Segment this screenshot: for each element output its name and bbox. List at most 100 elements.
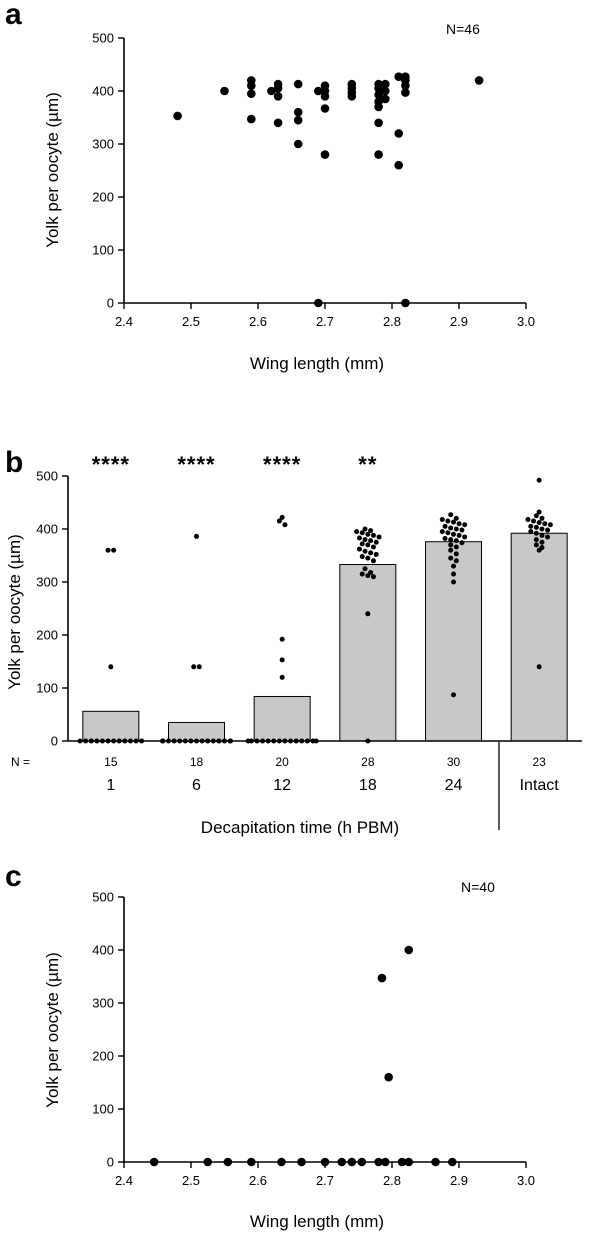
panel-b-data-point <box>462 522 468 528</box>
panel-b-data-point <box>533 524 539 530</box>
panel-b-data-point <box>276 518 282 524</box>
panel-b-data-point <box>279 514 285 520</box>
panel-b-data-point <box>373 551 379 557</box>
panel-a-x-tick-label: 2.4 <box>115 314 133 329</box>
panel-b-category-label: Intact <box>520 777 560 794</box>
panel-c-data-point <box>448 1157 457 1167</box>
panel-c-data-point <box>404 1157 414 1167</box>
panel-a-x-tick-label: 2.6 <box>249 314 267 329</box>
panel-a-data-point <box>401 298 410 308</box>
panel-c-x-tick-label: 3.0 <box>517 1173 535 1188</box>
panel-c-scatter: 0 100 200 300 400 500 2.4 2.5 2.6 2.7 2.8 2.9 3.0 <box>92 890 535 1189</box>
panel-b-data-point <box>279 657 285 663</box>
panel-c-x-tick-label: 2.5 <box>182 1173 200 1188</box>
panel-b-data-point <box>536 477 542 483</box>
panel-b-category-label: 6 <box>192 777 201 794</box>
panel-b-data-point <box>362 526 368 532</box>
panel-c-data-point <box>397 1157 407 1167</box>
panel-a-data-point <box>394 72 404 81</box>
panel-b-data-point <box>453 558 459 564</box>
panel-a-data-point <box>381 86 390 96</box>
panel-b-data-point <box>451 531 456 537</box>
panel-c-x-tick-label: 2.7 <box>316 1173 334 1188</box>
panel-a-data-point <box>474 76 484 85</box>
panel-b-data-point <box>111 547 117 553</box>
panel-c-y-tick-label: 500 <box>92 890 114 905</box>
panel-a-data-point <box>374 102 383 112</box>
panel-b-data-point <box>442 523 448 529</box>
panel-a-x-tick-label: 3.0 <box>517 314 535 329</box>
panel-a-data-point <box>247 81 256 90</box>
panel-b-data-point <box>533 537 539 543</box>
panel-b-data-point <box>279 636 285 642</box>
panel-b-data-point <box>194 533 199 539</box>
panel-a-y-tick-label: 100 <box>92 243 114 258</box>
panel-b-data-point <box>439 529 445 535</box>
panel-b-y-tick-label: 300 <box>36 575 58 590</box>
panel-c-y-tick-label: 0 <box>107 1155 114 1170</box>
panel-a-data-point <box>247 114 256 124</box>
panel-b-data-point <box>451 579 456 585</box>
panel-a-y-tick-label: 500 <box>92 31 114 46</box>
panel-b-x-axis-title: Decapitation time (h PBM) <box>201 818 399 837</box>
panel-c-y-axis-title: Yolk per oocyte (µm) <box>43 952 62 1108</box>
panel-a-data-point <box>273 118 283 128</box>
panel-b-data-point <box>539 532 545 538</box>
panel-b-data-point <box>365 611 371 617</box>
panel-a-data-point <box>374 150 383 159</box>
panel-b-data-point <box>359 554 365 560</box>
panel-a-y-axis-title: Yolk per oocyte (µm) <box>43 92 62 248</box>
panel-a-data-point <box>320 150 330 159</box>
panel-b-n-label: 20 <box>275 755 289 769</box>
panel-c-data-point <box>404 945 414 955</box>
panel-b-data-point <box>376 534 382 540</box>
panel-b-significance-label: **** <box>263 452 301 477</box>
panel-a-y-tick-label: 0 <box>107 296 114 311</box>
panel-b-category-label: 1 <box>106 777 115 794</box>
panel-a-n-annotation: N=46 <box>446 21 480 37</box>
panel-c-data-point <box>381 1157 390 1167</box>
panel-b-data-point <box>448 547 454 553</box>
panel-b-data-point <box>282 522 288 528</box>
panel-a-data-point <box>347 92 357 101</box>
panel-c-n-annotation: N=40 <box>461 879 495 895</box>
panel-b-data-point <box>448 537 454 543</box>
panel-b-data-point <box>536 547 542 553</box>
panel-b-bar <box>168 721 225 742</box>
panel-letter-a: a <box>5 0 22 31</box>
panel-c-data-point <box>347 1157 357 1167</box>
panel-b-data-point <box>545 534 551 540</box>
panel-b-significance-label: **** <box>177 452 215 477</box>
panel-a-y-tick-label: 300 <box>92 137 114 152</box>
panel-c-data-point <box>377 973 387 983</box>
panel-a-data-point <box>293 115 303 125</box>
panel-a-y-tick-label: 400 <box>92 84 114 99</box>
panel-b-data-point <box>368 550 374 556</box>
panel-b-n-prefix: N = <box>11 755 30 769</box>
panel-a-data-point <box>374 90 383 100</box>
panel-b-data-point <box>445 530 451 536</box>
panel-b-data-point <box>528 529 534 535</box>
panel-b-data-point <box>451 563 456 569</box>
panel-a-data-point <box>401 88 410 97</box>
panel-b-data-point <box>373 539 379 545</box>
panel-b-n-label: 15 <box>104 755 118 769</box>
panel-b-data-point <box>191 664 197 670</box>
panel-b-data-point <box>370 544 376 550</box>
panel-a-x-tick-label: 2.7 <box>316 314 334 329</box>
panel-c-data-point <box>320 1157 330 1167</box>
panel-b-category-label: 12 <box>273 777 291 794</box>
panel-b-data-point <box>448 525 454 531</box>
panel-b-data-point <box>539 539 545 545</box>
panel-b-data-point <box>445 518 451 524</box>
panel-c-x-tick-label: 2.6 <box>249 1173 267 1188</box>
panel-b-data-point <box>370 558 376 564</box>
panel-b-significance-label: ** <box>358 452 377 477</box>
panel-b-data-point <box>453 544 459 550</box>
panel-b-data-point <box>442 536 448 542</box>
panel-a-x-tick-label: 2.8 <box>383 314 401 329</box>
panel-b-data-point <box>456 521 462 527</box>
panel-b-bar <box>82 710 140 742</box>
panel-b-y-tick-label: 400 <box>36 522 58 537</box>
